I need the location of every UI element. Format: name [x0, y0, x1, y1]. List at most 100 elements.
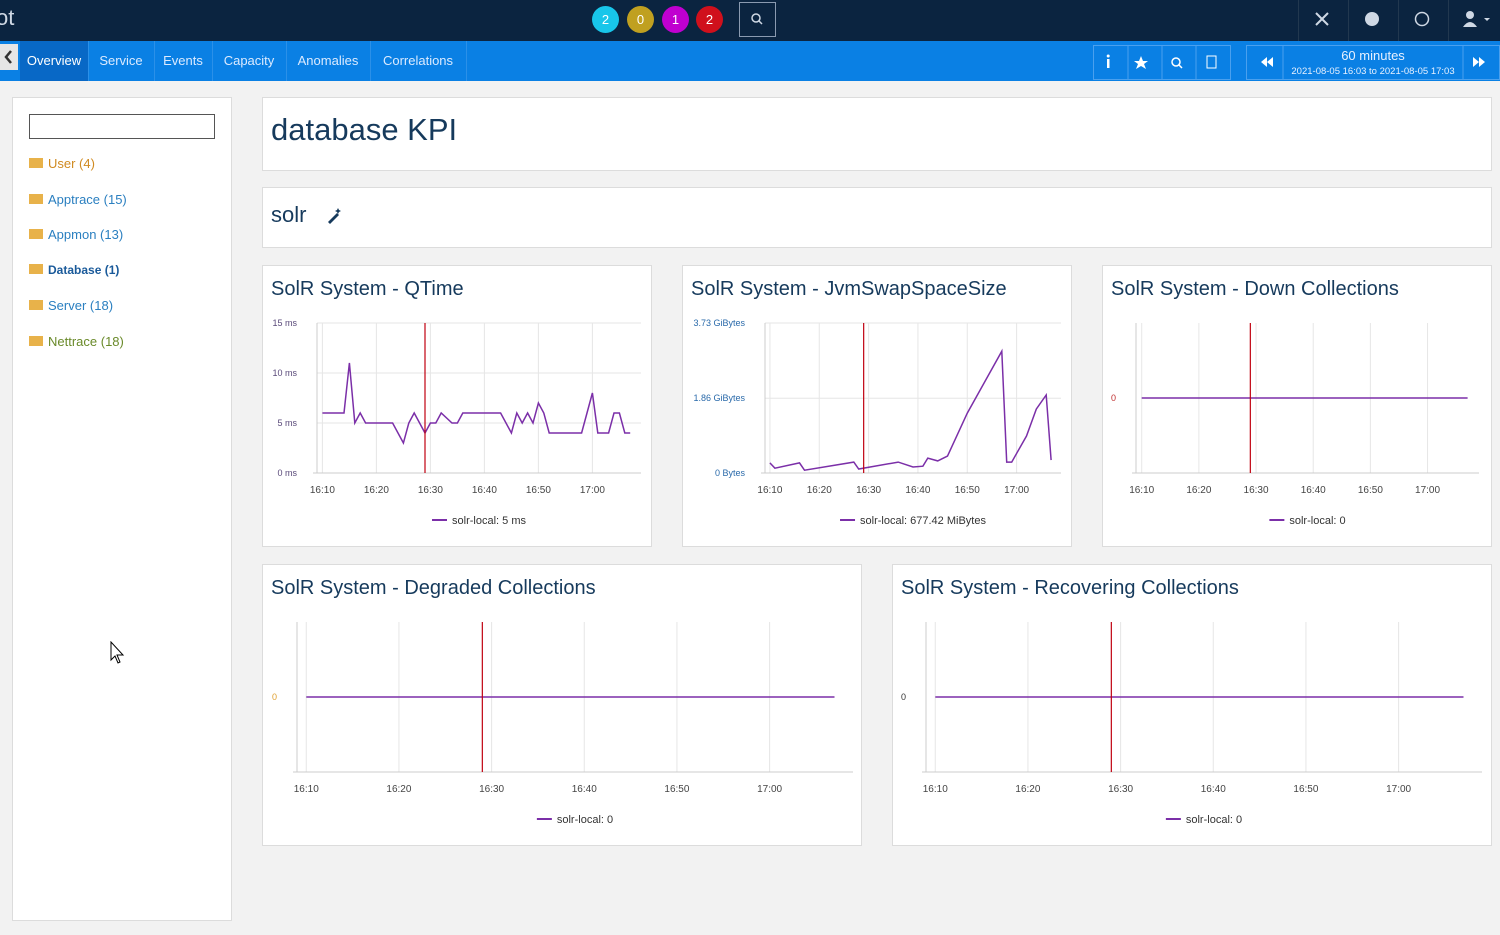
chart-panel: SolR System - JvmSwapSpaceSize16:1016:20… [682, 265, 1072, 547]
time-duration: 60 minutes [1283, 48, 1463, 63]
collapse-button[interactable] [0, 44, 20, 70]
x-tick-label: 16:30 [418, 485, 443, 496]
chart: 16:10 16:20 16:30 16:40 16:50 17:00 0 solr-loca… [263, 565, 861, 845]
y-tick-label: 0 ms [277, 468, 297, 478]
y-tick-label: 15 ms [272, 318, 297, 328]
x-tick-label: 16:40 [472, 485, 497, 496]
y-tick-label: 3.73 GiBytes [693, 318, 745, 328]
tab[interactable]: Overview [20, 41, 89, 81]
x-tick-label: 17:00 [757, 784, 782, 795]
x-tick-label: 16:50 [955, 485, 980, 496]
sidebar-item[interactable]: Nettrace (18) [29, 334, 124, 349]
y-tick-label: 0 [1111, 393, 1116, 403]
tab[interactable]: Service [88, 41, 155, 81]
search-button[interactable] [739, 2, 777, 38]
section-title: solr [271, 202, 306, 228]
x-tick-label: 16:10 [923, 784, 948, 795]
folder-icon [29, 264, 43, 274]
y-tick-label: 0 [272, 692, 277, 702]
x-tick-label: 17:00 [580, 485, 605, 496]
y-tick-label: 0 Bytes [715, 468, 746, 478]
x-tick-label: 16:20 [1015, 784, 1040, 795]
y-tick-label: 1.86 GiBytes [693, 393, 745, 403]
y-tick-label: 5 ms [277, 418, 297, 428]
cursor [110, 641, 126, 665]
chart: 16:10 16:20 16:30 16:40 16:50 17:00 0 Bytes 1.8… [683, 266, 1071, 546]
x-tick-label: 16:40 [572, 784, 597, 795]
x-tick-label: 16:40 [1301, 485, 1326, 496]
x-tick-label: 16:40 [905, 485, 930, 496]
chart: 16:10 16:20 16:30 16:40 16:50 17:00 0 solr-loca… [1103, 266, 1491, 546]
x-tick-label: 17:00 [1415, 485, 1440, 496]
x-tick-label: 16:50 [1293, 784, 1318, 795]
time-span: 2021-08-05 16:03 to 2021-08-05 17:03 [1283, 66, 1463, 77]
y-tick-label: 10 ms [272, 368, 297, 378]
data-line [322, 363, 630, 443]
nav-bar: OverviewServiceEventsCapacityAnomaliesCo… [0, 41, 1500, 81]
x-tick-label: 16:30 [856, 485, 881, 496]
legend-label: solr-local: 677.42 MiBytes [860, 515, 986, 527]
filter-input[interactable] [29, 114, 215, 139]
x-tick-label: 16:20 [1186, 485, 1211, 496]
sidebar: User (4) Apptrace (15) Appmon (13) Database… [12, 97, 232, 921]
edit-icon[interactable] [325, 207, 343, 225]
legend-label: solr-local: 5 ms [452, 515, 526, 527]
x-tick-label: 16:20 [807, 485, 832, 496]
x-tick-label: 16:20 [364, 485, 389, 496]
page-title: database KPI [271, 112, 457, 148]
section-box: solr [262, 187, 1492, 248]
folder-icon [29, 300, 43, 310]
sidebar-item[interactable]: Server (18) [29, 298, 113, 313]
x-tick-label: 17:00 [1004, 485, 1029, 496]
header-icons[interactable] [1298, 0, 1500, 41]
sidebar-label: User (4) [48, 156, 95, 171]
time-selector[interactable]: 60 minutes 2021-08-05 16:03 to 2021-08-0… [1246, 45, 1500, 80]
logo: ot [0, 5, 14, 31]
tab[interactable]: Events [154, 41, 213, 81]
badge[interactable]: 1 [662, 6, 689, 33]
title-box: database KPI [262, 97, 1492, 171]
sidebar-label: Appmon (13) [48, 227, 123, 242]
sidebar-item[interactable]: Database (1) [29, 263, 119, 277]
chart-panel: SolR System - QTime16:1016:2016:3016:401… [262, 265, 652, 547]
sidebar-item[interactable]: User (4) [29, 156, 95, 171]
folder-icon [29, 194, 43, 204]
badge[interactable]: 0 [627, 6, 654, 33]
tool-icons [1094, 46, 1230, 79]
sidebar-item[interactable]: Appmon (13) [29, 227, 123, 242]
chart-panel: SolR System - Down Collections16:1016:20… [1102, 265, 1492, 547]
folder-icon [29, 158, 43, 168]
x-tick-label: 16:20 [386, 784, 411, 795]
sidebar-label: Server (18) [48, 298, 113, 313]
x-tick-label: 16:40 [1201, 784, 1226, 795]
badge[interactable]: 2 [696, 6, 723, 33]
sidebar-label: Nettrace (18) [48, 334, 124, 349]
chart-panel: SolR System - Recovering Collections16:1… [892, 564, 1492, 846]
x-tick-label: 16:50 [664, 784, 689, 795]
tool-buttons[interactable] [1093, 45, 1231, 80]
data-line [770, 351, 1051, 470]
tab[interactable]: Anomalies [286, 41, 371, 81]
badge[interactable]: 2 [592, 6, 619, 33]
legend-label: solr-local: 0 [1186, 814, 1242, 826]
legend-label: solr-local: 0 [1289, 515, 1345, 527]
tab[interactable]: Correlations [370, 41, 467, 81]
chart: 16:1016:2016:3016:4016:5017:000solr-loca… [893, 565, 1491, 845]
y-tick-label: 0 [901, 692, 906, 702]
x-tick-label: 16:50 [1358, 485, 1383, 496]
sidebar-item[interactable]: Apptrace (15) [29, 192, 127, 207]
x-tick-label: 16:30 [479, 784, 504, 795]
sidebar-label: Apptrace (15) [48, 192, 127, 207]
folder-icon [29, 336, 43, 346]
tab[interactable]: Capacity [212, 41, 287, 81]
folder-icon [29, 229, 43, 239]
chart-panel: SolR System - Degraded Collections16:101… [262, 564, 862, 846]
legend-label: solr-local: 0 [557, 814, 613, 826]
x-tick-label: 16:10 [1129, 485, 1154, 496]
x-tick-label: 16:50 [526, 485, 551, 496]
x-tick-label: 16:10 [294, 784, 319, 795]
x-tick-label: 16:10 [757, 485, 782, 496]
x-tick-label: 16:30 [1244, 485, 1269, 496]
x-tick-label: 16:30 [1108, 784, 1133, 795]
